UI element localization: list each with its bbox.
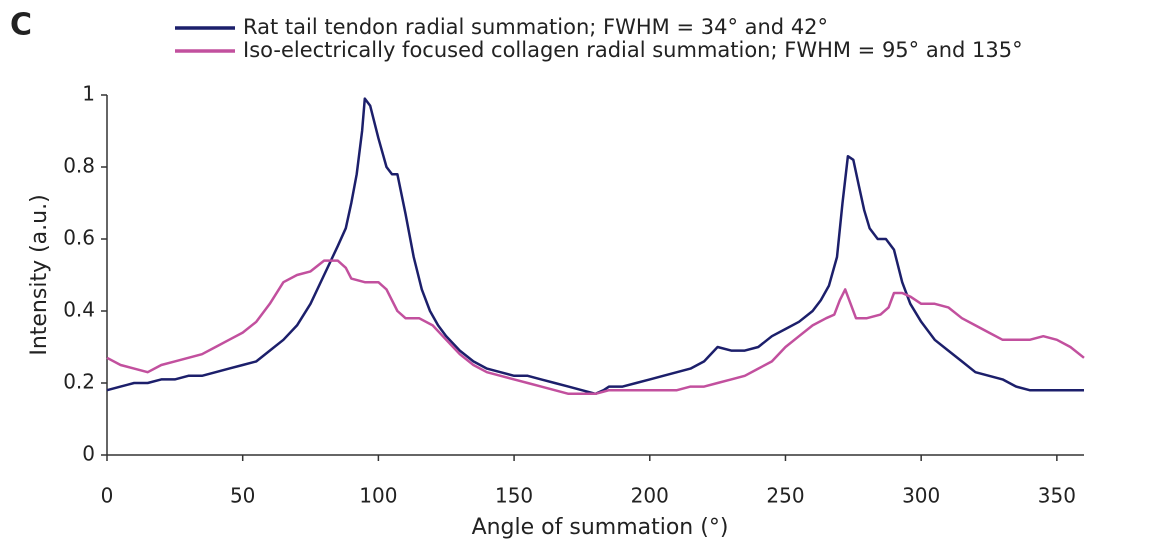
x-tick-label: 250	[766, 484, 804, 508]
x-tick-label: 0	[101, 484, 114, 508]
x-tick-label: 150	[495, 484, 533, 508]
x-tick-label: 50	[230, 484, 255, 508]
x-tick-label: 100	[359, 484, 397, 508]
y-tick-label: 0.4	[63, 298, 95, 322]
legend-label: Iso-electrically focused collagen radial…	[243, 38, 1023, 62]
y-tick-label: 0.2	[63, 370, 95, 394]
x-tick-label: 350	[1038, 484, 1076, 508]
x-axis-title: Angle of summation (°)	[472, 515, 729, 540]
y-tick-label: 0	[82, 442, 95, 466]
legend-label: Rat tail tendon radial summation; FWHM =…	[243, 15, 828, 39]
y-tick-label: 0.6	[63, 226, 95, 250]
y-tick-label: 1	[82, 82, 95, 106]
panel-label: C	[10, 8, 32, 43]
x-tick-label: 200	[631, 484, 669, 508]
series-line	[106, 259, 1085, 396]
series-line	[106, 97, 1084, 396]
y-tick-label: 0.8	[63, 154, 95, 178]
x-tick-label: 300	[902, 484, 940, 508]
y-axis-title: Intensity (a.u.)	[27, 194, 52, 355]
